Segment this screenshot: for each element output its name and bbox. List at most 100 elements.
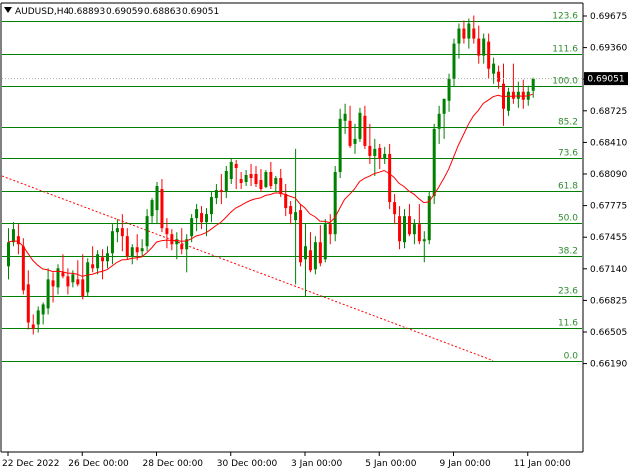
candle-body xyxy=(224,170,228,193)
time-axis-labels: 22 Dec 2022 26 Dec 00:00 28 Dec 00:00 30 De… xyxy=(2,452,571,469)
candle xyxy=(254,165,258,188)
time-label: 9 Jan 00:00 xyxy=(440,459,492,469)
candle xyxy=(472,15,476,44)
candle xyxy=(130,244,134,265)
candle xyxy=(353,123,357,154)
candle-body xyxy=(348,120,352,146)
candle-body xyxy=(125,236,129,257)
candle xyxy=(299,204,303,267)
price-label: 0.68410 xyxy=(590,138,627,148)
price-label: 0.66190 xyxy=(590,360,627,370)
candle xyxy=(492,57,496,84)
candle-body xyxy=(51,280,55,287)
candle xyxy=(46,268,50,315)
candle-body xyxy=(284,194,288,209)
open-price: 0.68893 xyxy=(68,7,105,17)
header: AUDUSD,H4 0.68893 0.69059 0.68863 0.6905… xyxy=(4,7,219,17)
candle xyxy=(190,214,194,243)
time-label: 26 Dec 00:00 xyxy=(68,459,129,469)
candle-body xyxy=(343,113,347,121)
candle xyxy=(209,192,213,223)
candle-body xyxy=(130,247,134,257)
collapse-triangle-icon[interactable] xyxy=(4,7,12,13)
candle xyxy=(249,163,253,187)
candle-body xyxy=(180,244,184,250)
candle xyxy=(7,228,10,280)
candle-body xyxy=(140,248,144,252)
candle-body xyxy=(383,153,387,159)
candle xyxy=(467,18,471,49)
candle xyxy=(442,98,446,139)
candle-body xyxy=(7,242,10,267)
candle-body xyxy=(155,186,159,211)
candle xyxy=(170,229,174,251)
candle xyxy=(150,198,154,225)
candle-body xyxy=(66,276,70,287)
candle-body xyxy=(299,210,303,263)
candle xyxy=(521,79,525,109)
candle-body xyxy=(239,179,243,184)
candle xyxy=(140,239,144,257)
candle-body xyxy=(482,38,486,56)
candle xyxy=(333,165,337,242)
candle xyxy=(511,63,515,104)
axes xyxy=(0,2,584,453)
candle-body xyxy=(11,229,15,243)
candle xyxy=(388,143,392,210)
candle xyxy=(294,148,298,285)
fibonacci-levels: 0.0 11.6 23.6 38.2 50.0 61.8 73.6 85.2 100.0 111.… xyxy=(2,12,582,362)
candle-body xyxy=(91,264,95,269)
candle-body xyxy=(31,324,35,329)
candle xyxy=(155,182,159,225)
candle xyxy=(229,157,233,185)
low-price: 0.68863 xyxy=(144,7,181,17)
candle-body xyxy=(185,239,189,250)
symbol-timeframe: AUDUSD,H4 xyxy=(15,7,70,17)
fibo-label-3: 38.2 xyxy=(558,247,578,257)
candle xyxy=(487,33,491,79)
candle xyxy=(452,38,456,87)
candle-body xyxy=(16,236,20,245)
price-label: 0.66825 xyxy=(590,296,627,306)
candle xyxy=(31,314,35,335)
candle xyxy=(160,179,164,233)
candle-body xyxy=(41,304,45,315)
fibo-label-4: 50.0 xyxy=(558,214,578,224)
candle xyxy=(378,143,382,169)
candle-body xyxy=(457,28,461,44)
candle-body xyxy=(150,200,154,217)
candle-body xyxy=(234,163,238,168)
fibo-label-2: 23.6 xyxy=(558,287,578,297)
fibo-label-7: 85.2 xyxy=(558,118,578,128)
candle-body xyxy=(76,279,80,285)
candle-body xyxy=(467,23,471,39)
candle xyxy=(313,236,317,275)
candle-body xyxy=(36,310,40,325)
candle-body xyxy=(110,231,114,254)
candle xyxy=(328,214,332,245)
candle xyxy=(86,258,90,297)
candle-body xyxy=(195,209,199,219)
candle-body xyxy=(115,228,119,233)
trendline-layer xyxy=(1,175,494,362)
candle xyxy=(308,232,312,273)
price-label: 0.69360 xyxy=(590,44,627,54)
price-label: 0.68090 xyxy=(590,170,627,180)
candle xyxy=(403,209,406,249)
candle-body xyxy=(56,268,60,288)
candle-body xyxy=(492,63,496,74)
moving-average-layer xyxy=(7,93,533,277)
candle xyxy=(195,204,199,232)
candle-body xyxy=(264,171,268,188)
candle xyxy=(274,176,278,193)
candle-body xyxy=(145,216,149,247)
candle xyxy=(81,254,85,300)
candle-body xyxy=(452,43,456,79)
candle-body xyxy=(165,228,169,235)
candle-body xyxy=(209,197,213,215)
candle xyxy=(506,87,510,116)
candle xyxy=(516,81,520,108)
candle-body xyxy=(254,174,258,185)
candle-body xyxy=(477,38,481,56)
